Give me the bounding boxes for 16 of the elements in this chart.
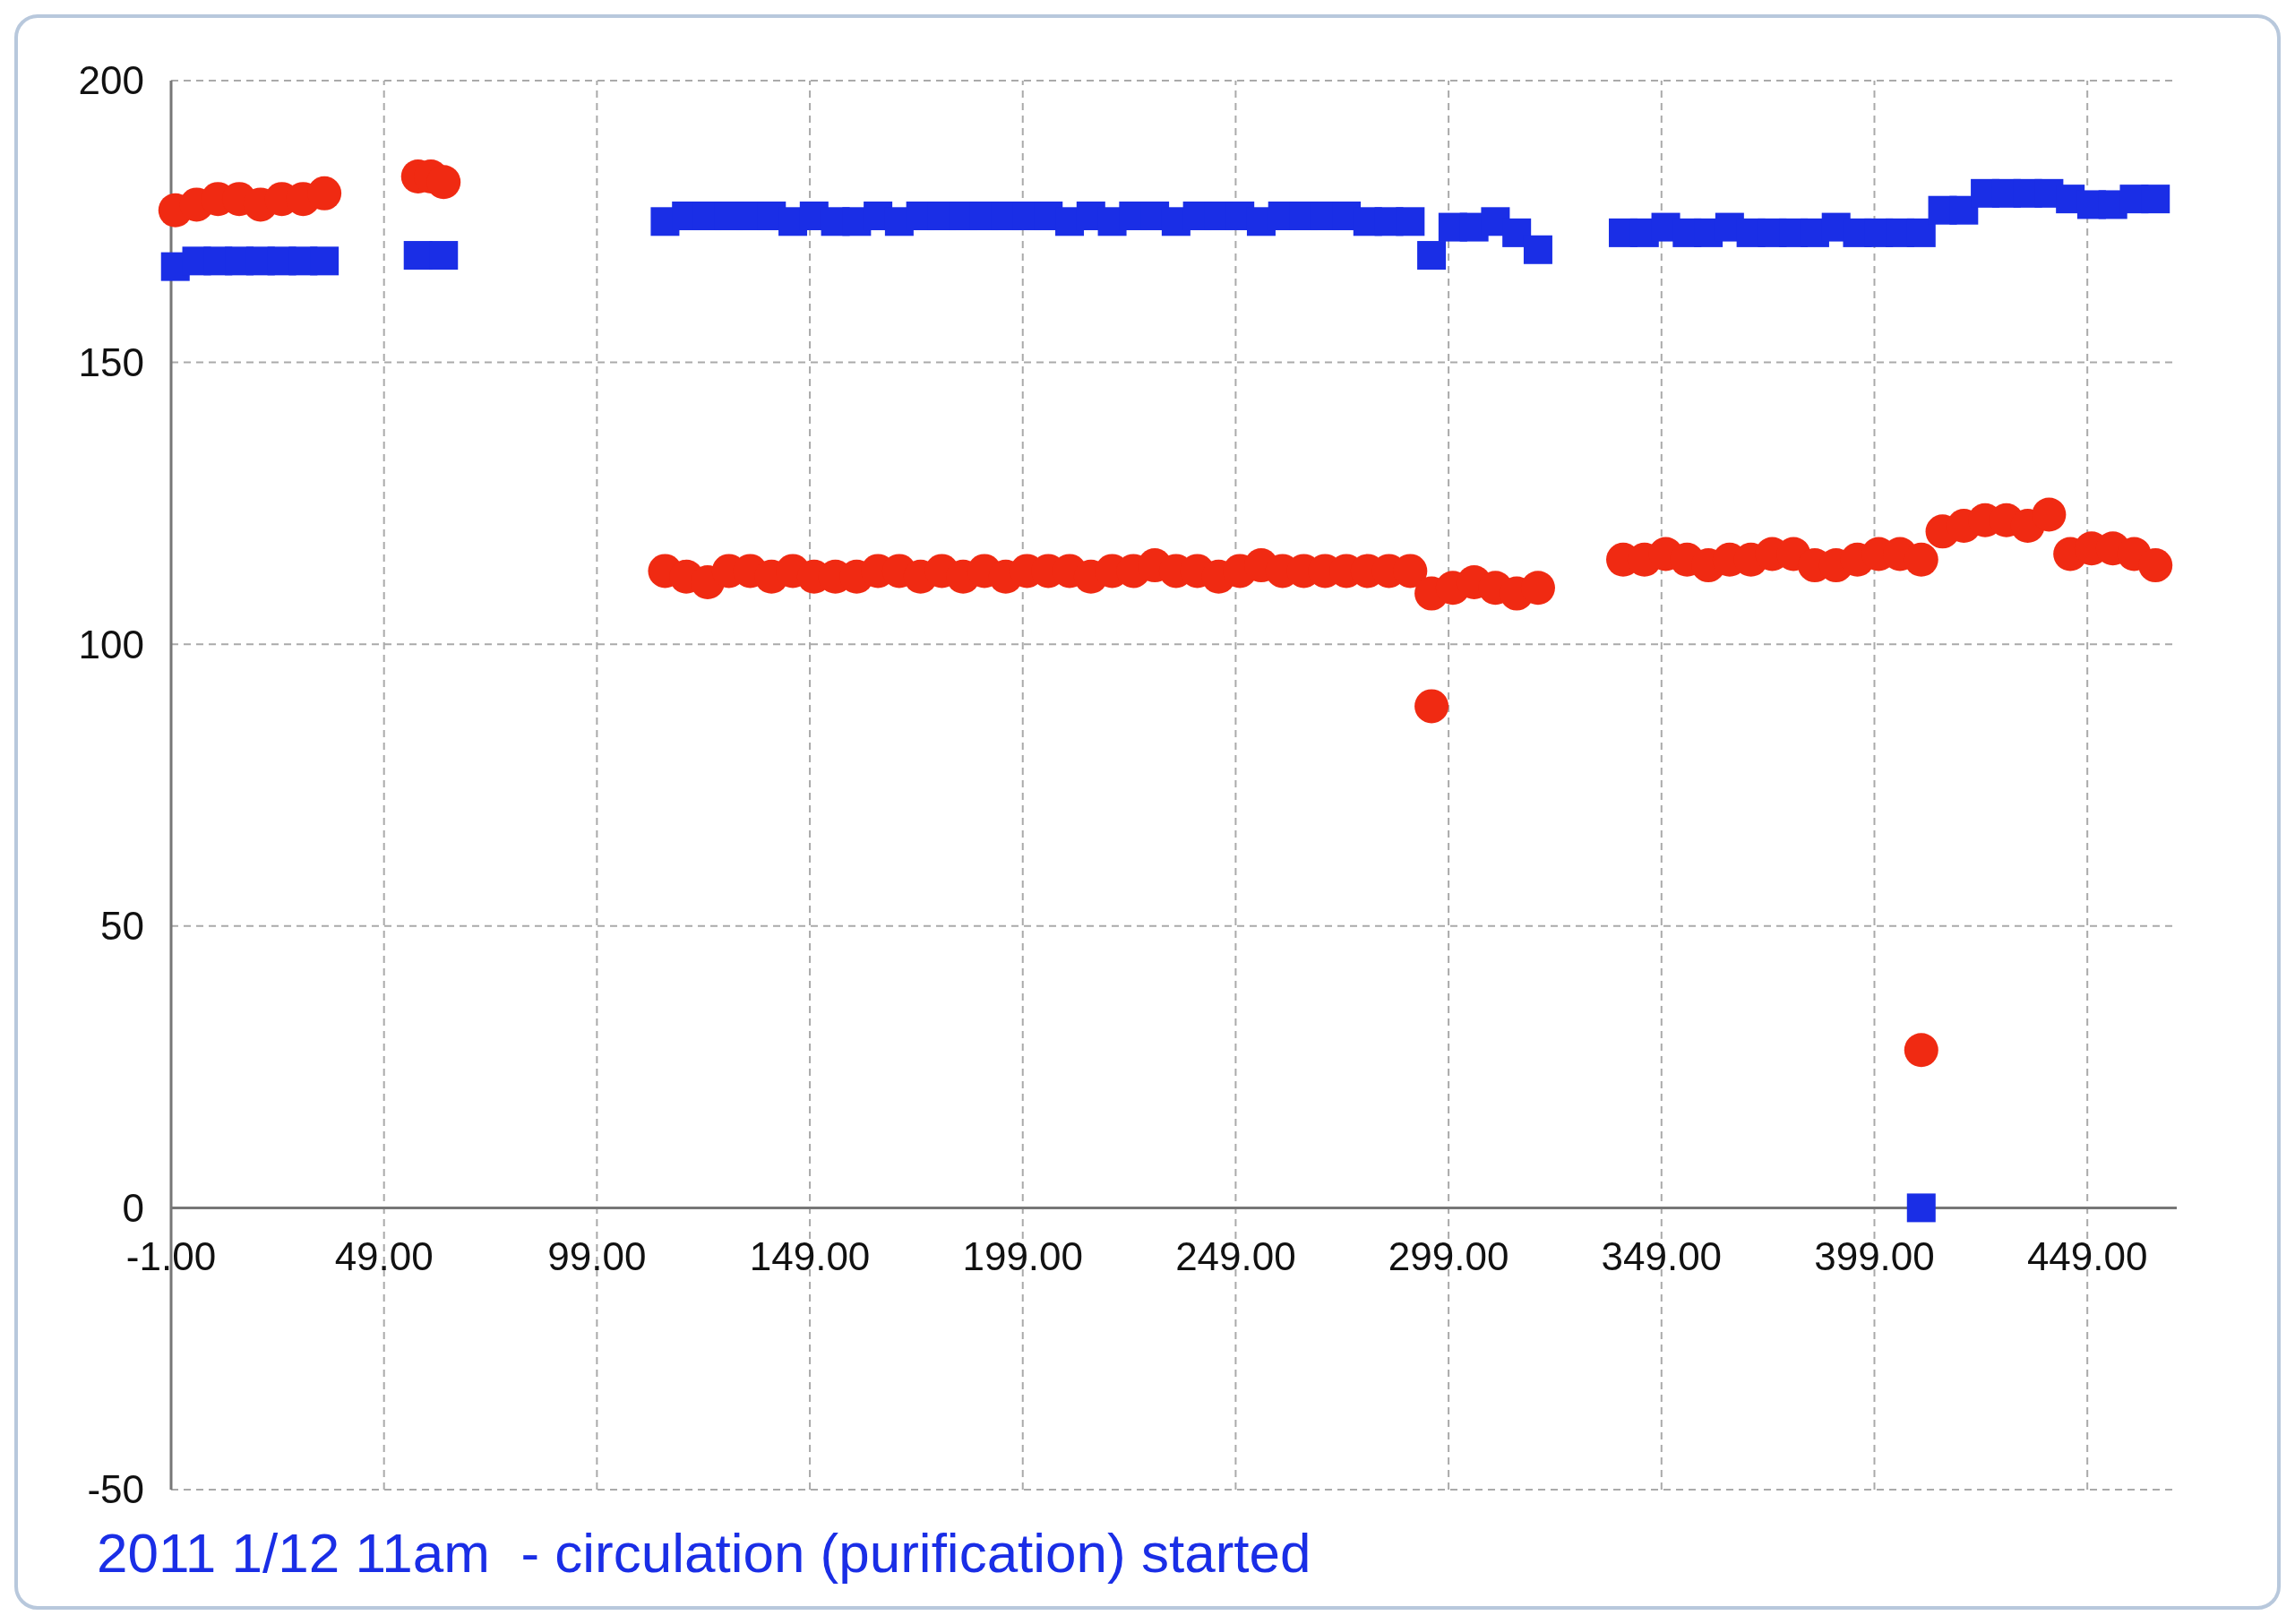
y-tick-label: 50: [100, 904, 144, 949]
x-tick-label: 449.00: [2026, 1234, 2148, 1279]
y-tick-label: -50: [87, 1467, 144, 1512]
x-tick-label: 349.00: [1601, 1234, 1723, 1279]
y-tick-label: 150: [78, 340, 144, 384]
y-tick-label: 200: [78, 58, 144, 103]
x-tick-label: 149.00: [749, 1234, 871, 1279]
x-tick-label: 199.00: [962, 1234, 1084, 1279]
x-tick-label: 99.00: [547, 1234, 647, 1279]
x-tick-label: 399.00: [1814, 1234, 1935, 1279]
y-tick-label: 100: [78, 622, 144, 666]
x-tick-label: 249.00: [1175, 1234, 1296, 1279]
text: 2011 1/12 11am - circulation (purification) started: [97, 1522, 1311, 1584]
x-tick-label: 49.00: [334, 1234, 434, 1279]
y-tick-label: 0: [122, 1185, 144, 1230]
x-tick-label: 299.00: [1388, 1234, 1509, 1279]
